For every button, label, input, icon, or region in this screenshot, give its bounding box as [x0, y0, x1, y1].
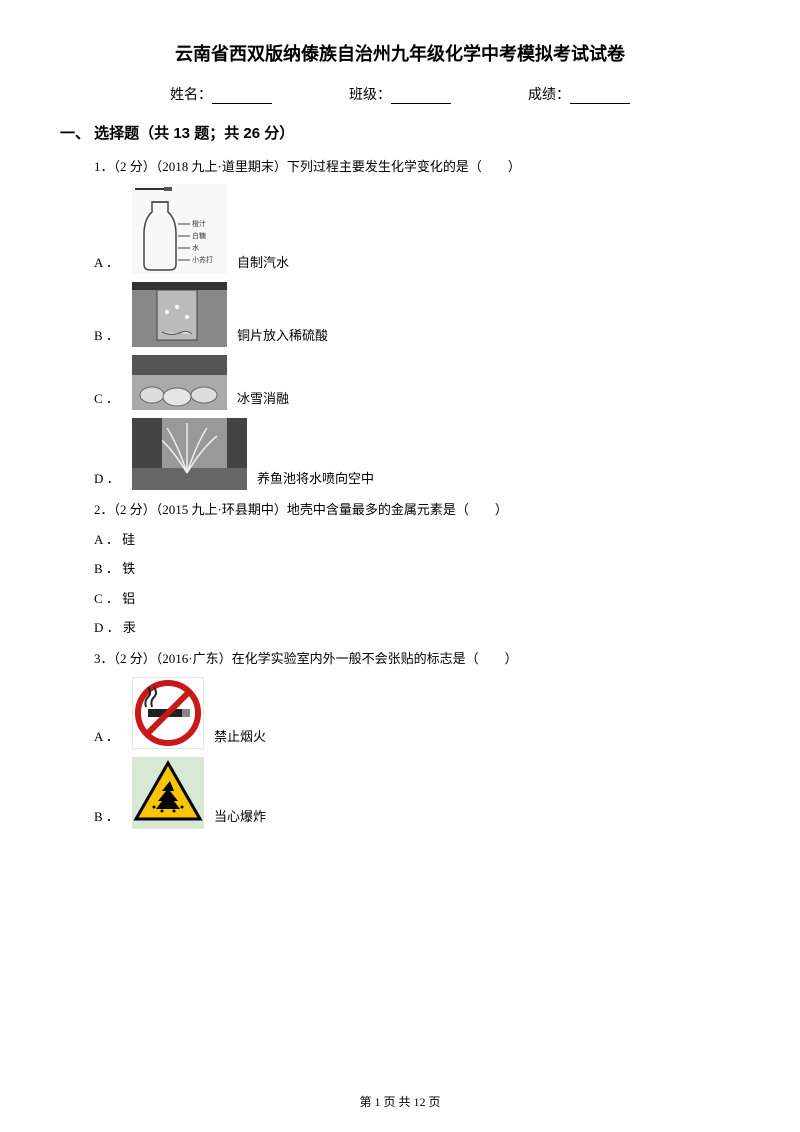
page-footer: 第 1 页 共 12 页: [0, 1093, 800, 1110]
q3-b-label: B ．: [94, 805, 124, 828]
q1-a-label: A ．: [94, 251, 124, 274]
name-blank[interactable]: [212, 90, 272, 104]
score-blank[interactable]: [570, 90, 630, 104]
question-3: 3．（2 分）（2016·广东）在化学实验室内外一般不会张贴的标志是（ ） A …: [94, 647, 740, 828]
q1-option-c: C ． 冰雪消融: [94, 355, 740, 410]
svg-text:白糖: 白糖: [192, 231, 206, 240]
bottle-soda-icon: 橙汁 白糖 水 小苏打: [132, 184, 227, 274]
question-2: 2．（2 分）（2015 九上·环县期中）地壳中含量最多的金属元素是（ ） A …: [94, 498, 740, 639]
q1-d-label: D ．: [94, 467, 124, 490]
class-blank[interactable]: [391, 90, 451, 104]
q3-b-text: 当心爆炸: [214, 805, 266, 828]
fishpond-spray-icon: [132, 418, 247, 490]
q2-option-c: C ． 铝: [94, 587, 740, 610]
score-label: 成绩：: [528, 84, 570, 104]
q3-option-b: B ． 当心爆炸: [94, 757, 740, 829]
svg-text:橙汁: 橙汁: [192, 219, 206, 228]
q3-a-text: 禁止烟火: [214, 725, 266, 748]
ice-melt-icon: [132, 355, 227, 410]
svg-text:水: 水: [192, 243, 199, 252]
class-label: 班级：: [349, 84, 391, 104]
q2-option-b: B ． 铁: [94, 557, 740, 580]
exam-title: 云南省西双版纳傣族自治州九年级化学中考模拟考试试卷: [60, 40, 740, 66]
q1-option-a: A ． 橙汁 白糖 水 小苏打 自制汽水: [94, 184, 740, 274]
q1-b-text: 铜片放入稀硫酸: [237, 324, 328, 347]
no-smoking-icon: [132, 677, 204, 749]
q1-option-d: D ． 养鱼池将水喷向空中: [94, 418, 740, 490]
copper-acid-icon: [132, 282, 227, 347]
question-1: 1．（2 分）（2018 九上·道里期末）下列过程主要发生化学变化的是（ ） A…: [94, 155, 740, 490]
q1-a-text: 自制汽水: [237, 251, 289, 274]
q1-c-label: C ．: [94, 387, 124, 410]
q3-a-label: A ．: [94, 725, 124, 748]
name-label: 姓名：: [170, 84, 212, 104]
q1-d-text: 养鱼池将水喷向空中: [257, 467, 374, 490]
student-info-line: 姓名： 班级： 成绩：: [60, 84, 740, 104]
q3-option-a: A ． 禁止烟火: [94, 677, 740, 749]
q1-option-b: B ． 铜片放入稀硫酸: [94, 282, 740, 347]
q1-stem: 1．（2 分）（2018 九上·道里期末）下列过程主要发生化学变化的是（ ）: [94, 155, 740, 178]
q2-stem: 2．（2 分）（2015 九上·环县期中）地壳中含量最多的金属元素是（ ）: [94, 498, 740, 521]
q3-stem: 3．（2 分）（2016·广东）在化学实验室内外一般不会张贴的标志是（ ）: [94, 647, 740, 670]
svg-text:小苏打: 小苏打: [192, 255, 213, 264]
q1-b-label: B ．: [94, 324, 124, 347]
section-1-header: 一、 选择题（共 13 题；共 26 分）: [60, 122, 740, 143]
q2-option-a: A ． 硅: [94, 528, 740, 551]
q1-c-text: 冰雪消融: [237, 387, 289, 410]
q2-option-d: D ． 汞: [94, 616, 740, 639]
explosion-warning-icon: [132, 757, 204, 829]
